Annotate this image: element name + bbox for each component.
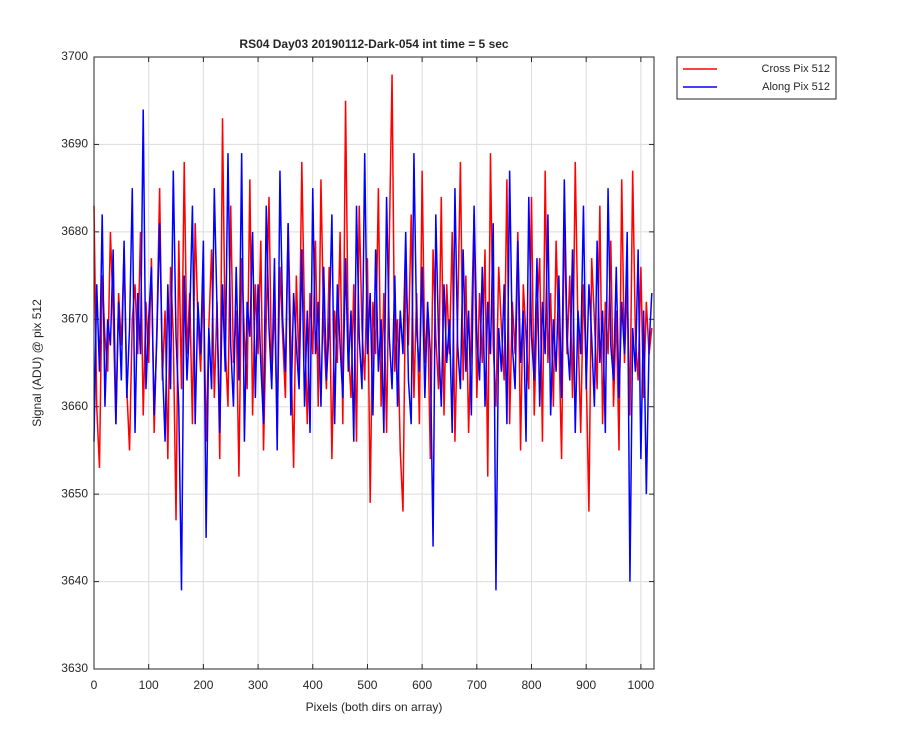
x-tick-label: 0	[91, 678, 98, 692]
chart-title: RS04 Day03 20190112-Dark-054 int time = …	[239, 37, 509, 51]
y-tick-label: 3650	[61, 486, 88, 500]
plot-frame	[93, 56, 655, 670]
x-tick-label: 700	[467, 678, 487, 692]
x-tick-label: 200	[193, 678, 213, 692]
legend-label: Cross Pix 512	[762, 63, 830, 75]
x-tick-label: 1000	[628, 678, 655, 692]
y-tick-label: 3670	[61, 311, 88, 325]
x-tick-label: 800	[521, 678, 541, 692]
x-tick-label: 100	[139, 678, 159, 692]
x-tick-label: 500	[357, 678, 377, 692]
x-tick-label: 900	[576, 678, 596, 692]
x-tick-label: 600	[412, 678, 432, 692]
y-tick-label: 3700	[61, 49, 88, 63]
y-tick-label: 3640	[61, 574, 88, 588]
y-tick-label: 3690	[61, 137, 88, 151]
y-tick-label: 3660	[61, 399, 88, 413]
x-tick-label: 400	[303, 678, 323, 692]
x-axis-label: Pixels (both dirs on array)	[306, 700, 443, 714]
y-tick-label: 3630	[61, 661, 88, 675]
x-tick-label: 300	[248, 678, 268, 692]
legend-box	[676, 56, 837, 100]
data-line	[93, 109, 653, 591]
y-axis-label: Signal (ADU) @ pix 512	[30, 299, 44, 427]
y-tick-label: 3680	[61, 224, 88, 238]
legend-label: Along Pix 512	[762, 81, 830, 93]
